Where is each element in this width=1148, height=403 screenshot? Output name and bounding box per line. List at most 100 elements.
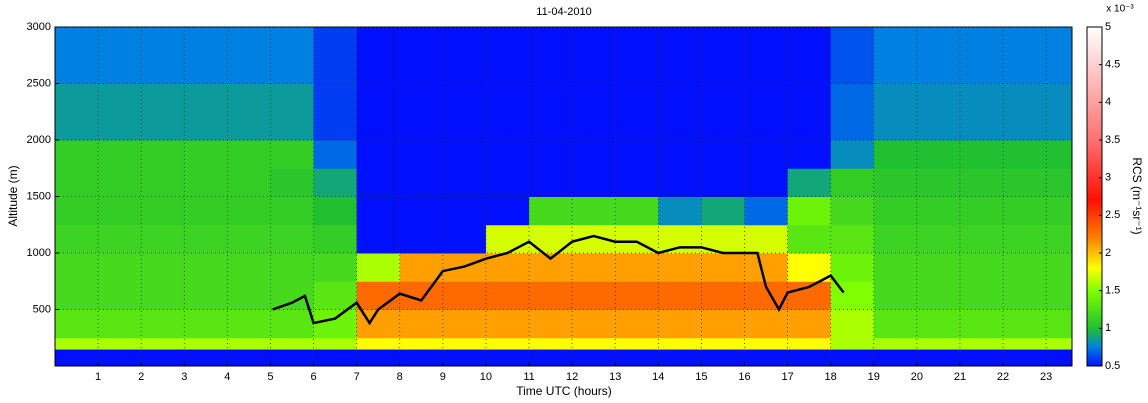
heat-cell xyxy=(141,27,185,84)
heat-cell xyxy=(529,349,573,367)
colorbar-tick-label: 4.5 xyxy=(1105,59,1120,71)
heat-cell xyxy=(55,27,99,84)
heat-cell xyxy=(313,196,358,226)
heat-cell xyxy=(529,337,573,350)
heat-cell xyxy=(701,196,745,226)
heat-cell xyxy=(485,224,530,254)
heat-cell xyxy=(959,349,1004,367)
colorbar-tick-label: 3 xyxy=(1105,172,1111,184)
heat-cell xyxy=(356,224,401,254)
heat-cell xyxy=(787,337,832,350)
heat-cell xyxy=(959,140,1004,169)
heat-cell xyxy=(572,27,616,84)
heat-cell xyxy=(572,140,616,169)
heat-cell xyxy=(873,337,918,350)
y-tick-label: 500 xyxy=(33,303,51,315)
heat-cell xyxy=(1003,281,1047,310)
heat-cell xyxy=(959,83,1004,141)
heat-cell xyxy=(744,253,789,282)
heat-cell xyxy=(572,349,616,367)
heat-cell xyxy=(227,168,271,197)
heat-cell xyxy=(313,140,358,169)
heat-cell xyxy=(399,27,444,84)
x-tick-label: 14 xyxy=(652,371,664,383)
colorbar-tick-label: 2.5 xyxy=(1105,209,1120,221)
heat-cell xyxy=(227,224,271,254)
x-tick-label: 9 xyxy=(440,371,446,383)
heat-cell xyxy=(485,140,530,169)
heat-cell xyxy=(744,140,789,169)
colorbar-tick-label: 4 xyxy=(1105,96,1111,108)
heat-cell xyxy=(701,281,745,310)
heat-cell xyxy=(55,337,99,350)
heat-cell xyxy=(916,196,961,226)
heat-cell xyxy=(270,337,315,350)
heat-cell xyxy=(141,281,185,310)
heat-cell xyxy=(873,224,918,254)
heat-cell xyxy=(615,349,659,367)
heat-cell xyxy=(1003,253,1047,282)
x-tick-label: 6 xyxy=(310,371,316,383)
heat-cell xyxy=(658,253,702,282)
heat-cell xyxy=(744,27,789,84)
heat-cell xyxy=(184,83,228,141)
heat-cell xyxy=(227,83,271,141)
heat-cell xyxy=(141,349,185,367)
heat-cell xyxy=(1046,196,1073,226)
heat-cell xyxy=(959,253,1004,282)
heat-cell xyxy=(615,337,659,350)
heat-cell xyxy=(399,253,444,282)
heat-cell xyxy=(658,196,702,226)
heat-cell xyxy=(356,168,401,197)
heat-cell xyxy=(270,140,315,169)
heat-cell xyxy=(313,224,358,254)
heat-cell xyxy=(98,27,142,84)
x-tick-label: 2 xyxy=(138,371,144,383)
heat-cell xyxy=(399,140,444,169)
heat-cell xyxy=(55,224,99,254)
heat-cell xyxy=(485,168,530,197)
heat-cell xyxy=(658,309,702,339)
heat-cell xyxy=(442,337,487,350)
heat-cell xyxy=(615,281,659,310)
heat-cell xyxy=(959,337,1004,350)
heat-cell xyxy=(442,196,487,226)
heat-cell xyxy=(701,27,745,84)
heat-cell xyxy=(916,224,961,254)
heat-cell xyxy=(227,253,271,282)
heat-cell xyxy=(1003,337,1047,350)
heat-cell xyxy=(270,253,315,282)
heat-cell xyxy=(485,309,530,339)
colorbar-tick-label: 1.5 xyxy=(1105,285,1120,297)
heat-cell xyxy=(98,337,142,350)
heat-cell xyxy=(184,253,228,282)
heat-cell xyxy=(313,253,358,282)
heat-cell xyxy=(744,168,789,197)
heat-cell xyxy=(399,168,444,197)
heat-cell xyxy=(1046,27,1073,84)
heat-cell xyxy=(485,83,530,141)
heat-cell xyxy=(830,337,875,350)
heat-cell xyxy=(529,140,573,169)
heat-cell xyxy=(658,27,702,84)
heat-cell xyxy=(98,349,142,367)
colorbar-tick-label: 3.5 xyxy=(1105,134,1120,146)
y-tick-label: 3000 xyxy=(27,21,51,33)
heat-cell xyxy=(184,281,228,310)
heat-cell xyxy=(270,27,315,84)
heat-cell xyxy=(356,140,401,169)
heat-cell xyxy=(270,168,315,197)
x-tick-label: 17 xyxy=(781,371,793,383)
heat-cell xyxy=(873,281,918,310)
x-tick-label: 19 xyxy=(868,371,880,383)
x-tick-label: 5 xyxy=(267,371,273,383)
heat-cell xyxy=(701,168,745,197)
chart-title: 11-04-2010 xyxy=(536,6,591,18)
heat-cell xyxy=(184,349,228,367)
heat-cell xyxy=(184,140,228,169)
heat-cell xyxy=(916,27,961,84)
heat-cell xyxy=(830,349,875,367)
heat-cell xyxy=(873,309,918,339)
heat-cell xyxy=(98,168,142,197)
